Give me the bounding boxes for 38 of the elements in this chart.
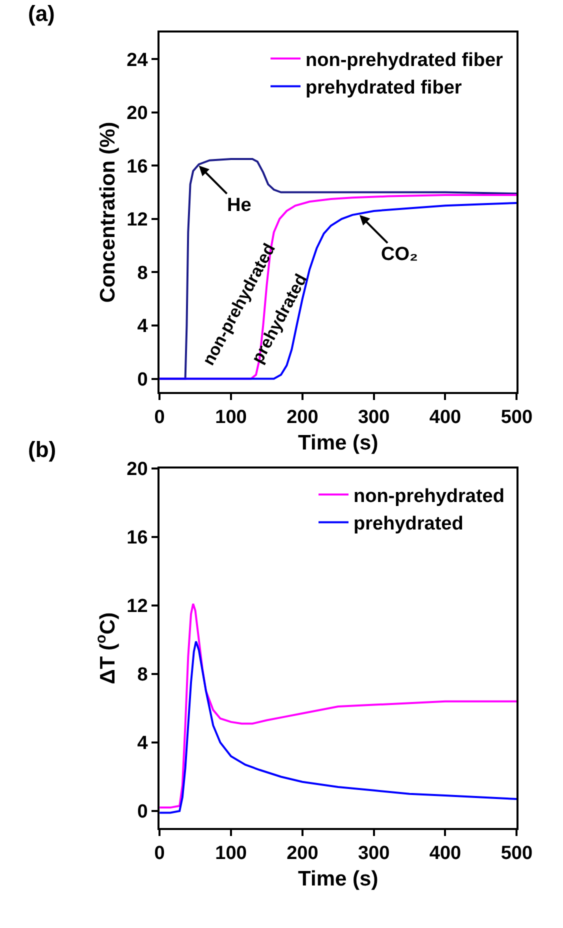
line-series	[160, 602, 517, 809]
line-series	[160, 640, 517, 814]
y-tick-label: 4	[137, 733, 148, 754]
x-tick-label: 300	[358, 842, 390, 864]
x-tick-label: 100	[215, 406, 247, 428]
y-tick-label: 20	[126, 103, 148, 124]
legend-label: prehydrated fiber	[306, 78, 462, 99]
x-tick-label: 200	[286, 406, 318, 428]
y-tick-label: 0	[137, 802, 148, 823]
x-tick-label: 400	[429, 842, 462, 864]
x-tick-label: 0	[154, 842, 165, 864]
legend-label: non-prehydrated	[354, 486, 504, 507]
x-axis-title: Time (s)	[298, 868, 378, 891]
y-tick-label: 4	[137, 316, 148, 338]
y-tick-label: 20	[126, 459, 148, 480]
legend-label: non-prehydrated fiber	[306, 50, 504, 71]
x-tick-label: 0	[154, 406, 165, 428]
y-tick-label: 12	[126, 596, 148, 618]
annotation: He	[227, 195, 252, 216]
x-tick-label: 300	[358, 406, 390, 428]
y-tick-label: 0	[137, 369, 148, 390]
y-tick-label: 12	[126, 210, 148, 231]
y-tick-label: 8	[137, 664, 148, 686]
x-tick-label: 500	[500, 406, 533, 428]
annotation: CO₂	[381, 244, 418, 265]
x-tick-label: 100	[215, 842, 247, 864]
chart-title: (a)	[28, 1, 55, 26]
chart-title: (b)	[28, 437, 56, 462]
x-axis-title: Time (s)	[298, 432, 378, 455]
y-axis-title: Concentration (%)	[96, 122, 120, 303]
legend-label: prehydrated	[354, 514, 464, 535]
y-tick-label: 8	[137, 262, 148, 284]
y-tick-label: 16	[126, 156, 148, 178]
x-tick-label: 500	[500, 842, 533, 864]
y-tick-label: 16	[126, 528, 148, 549]
x-tick-label: 400	[429, 406, 462, 428]
y-tick-label: 24	[126, 50, 148, 71]
x-tick-label: 200	[286, 842, 318, 864]
